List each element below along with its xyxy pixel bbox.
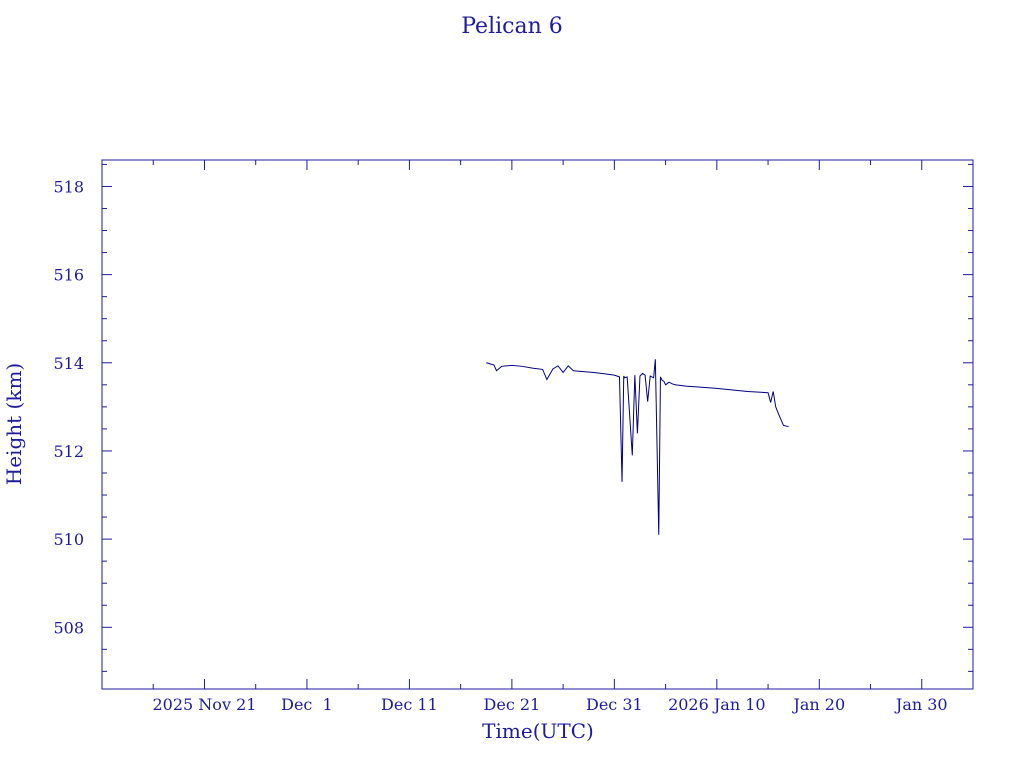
y-axis-label: Height (km) [2,363,26,485]
y-tick-label: 510 [53,530,84,549]
x-tick-label: 2026 Jan 10 [668,695,766,714]
x-tick-label: Jan 20 [791,695,845,714]
y-tick-label: 516 [53,266,84,285]
tick-marks [101,160,974,689]
x-tick-labels: 2025 Nov 21 Dec 1 Dec 11 Dec 21 Dec 31 2026 J… [153,695,948,714]
chart-title: Pelican 6 [461,14,563,39]
x-tick-label: Dec 11 [381,695,438,714]
x-tick-label: Dec 1 [281,695,333,714]
x-tick-label: 2025 Nov 21 [153,695,257,714]
y-tick-label: 512 [53,442,84,461]
y-tick-label: 508 [53,618,84,637]
y-tick-label: 518 [53,177,84,196]
x-tick-label: Dec 21 [484,695,541,714]
y-tick-label: 514 [53,354,84,373]
x-tick-label: Dec 31 [586,695,643,714]
plot-frame [101,159,974,690]
x-tick-label: Jan 30 [894,695,948,714]
series-group [486,359,789,535]
x-axis-label: Time(UTC) [482,719,594,743]
y-tick-labels: 508 510 512 514 516 518 [53,177,84,637]
series-line [486,359,789,535]
